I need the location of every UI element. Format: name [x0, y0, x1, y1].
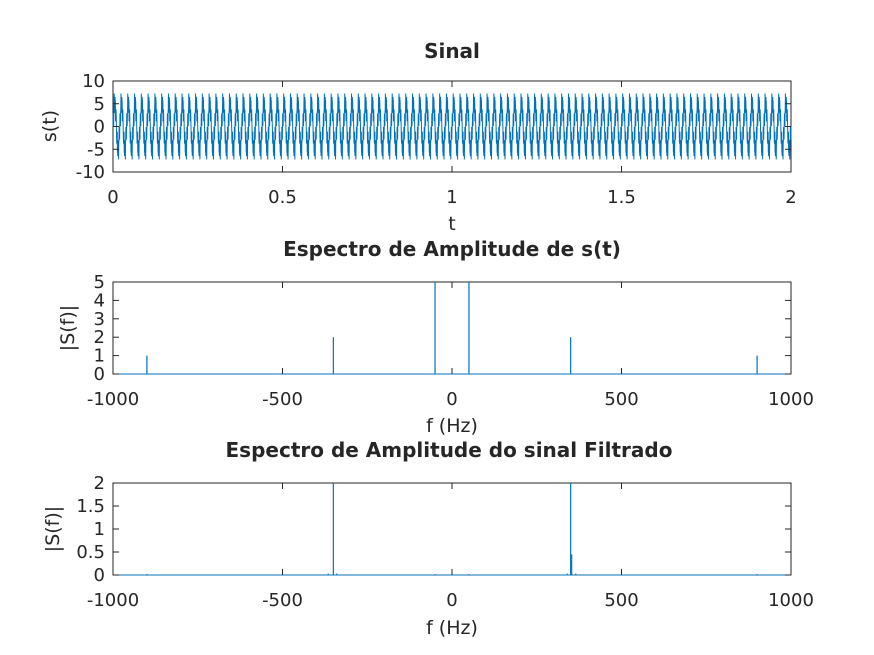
subplot-filtered-spectrum-ylabel: |S(f)|: [42, 506, 64, 552]
subplot-spectrum-ytick-label: 4: [94, 290, 105, 311]
subplot-signal-xlabel: t: [448, 213, 455, 235]
subplot-spectrum-xtick-label: 0: [446, 389, 457, 410]
subplot-spectrum-xtick-label: -500: [262, 389, 303, 410]
subplot-spectrum: Espectro de Amplitude de s(t) -1000 -500 0…: [57, 237, 814, 437]
subplot-signal-xtick-label: 0.5: [268, 187, 297, 208]
subplot-filtered-spectrum-xtick-label: 0: [446, 590, 457, 611]
subplot-filtered-spectrum-ytick-label: 1.5: [76, 496, 105, 517]
subplot-signal-xtick-label: 2: [785, 187, 796, 208]
subplot-signal-xtick-label: 1.5: [607, 187, 636, 208]
subplot-spectrum-xtick-label: -1000: [87, 389, 139, 410]
subplot-signal-ytick-label: 10: [82, 71, 105, 92]
subplot-signal-title: Sinal: [424, 39, 480, 63]
subplot-signal-ytick-label: -10: [76, 162, 105, 183]
subplot-signal-ytick-label: 0: [94, 117, 105, 138]
subplot-signal-xtick-label: 0: [107, 187, 118, 208]
subplot-filtered-spectrum-axes: [112, 482, 792, 576]
subplot-filtered-spectrum: Espectro de Amplitude do sinal Filtrado …: [42, 438, 814, 639]
subplot-filtered-spectrum-ytick-label: 0: [94, 565, 105, 586]
subplot-spectrum-ylabel: |S(f)|: [57, 305, 79, 351]
subplot-spectrum-ytick-label: 2: [94, 327, 105, 348]
subplot-filtered-spectrum-xtick-label: 1000: [768, 590, 814, 611]
subplot-spectrum-ytick-label: 5: [94, 272, 105, 293]
subplot-filtered-spectrum-ytick-label: 1: [94, 519, 105, 540]
subplot-signal-xtick-label: 1: [446, 187, 457, 208]
subplot-filtered-spectrum-ytick-label: 0.5: [76, 542, 105, 563]
subplot-signal-ytick-label: 5: [94, 94, 105, 115]
subplot-spectrum-ytick-label: 3: [94, 309, 105, 330]
subplot-signal-series: [112, 93, 792, 160]
subplot-spectrum-xtick-label: 1000: [768, 389, 814, 410]
subplot-spectrum-xlabel: f (Hz): [426, 415, 478, 437]
subplot-spectrum-title: Espectro de Amplitude de s(t): [283, 237, 621, 261]
subplot-filtered-spectrum-xlabel: f (Hz): [426, 617, 478, 639]
subplot-filtered-spectrum-ytick-label: 2: [94, 473, 105, 494]
subplot-spectrum-xtick-label: 500: [604, 389, 638, 410]
subplot-filtered-spectrum-xtick-label: -500: [262, 590, 303, 611]
subplot-filtered-spectrum-xtick-label: -1000: [87, 590, 139, 611]
signal-line: [112, 93, 792, 160]
subplot-spectrum-ytick-label: 0: [94, 364, 105, 385]
subplot-spectrum-axes: [112, 281, 792, 375]
subplot-filtered-spectrum-xtick-label: 500: [604, 590, 638, 611]
subplot-filtered-spectrum-title: Espectro de Amplitude do sinal Filtrado: [226, 438, 673, 462]
subplot-spectrum-ytick-label: 1: [94, 346, 105, 367]
subplot-signal-ytick-label: -5: [87, 139, 105, 160]
subplot-signal-ylabel: s(t): [39, 110, 61, 142]
